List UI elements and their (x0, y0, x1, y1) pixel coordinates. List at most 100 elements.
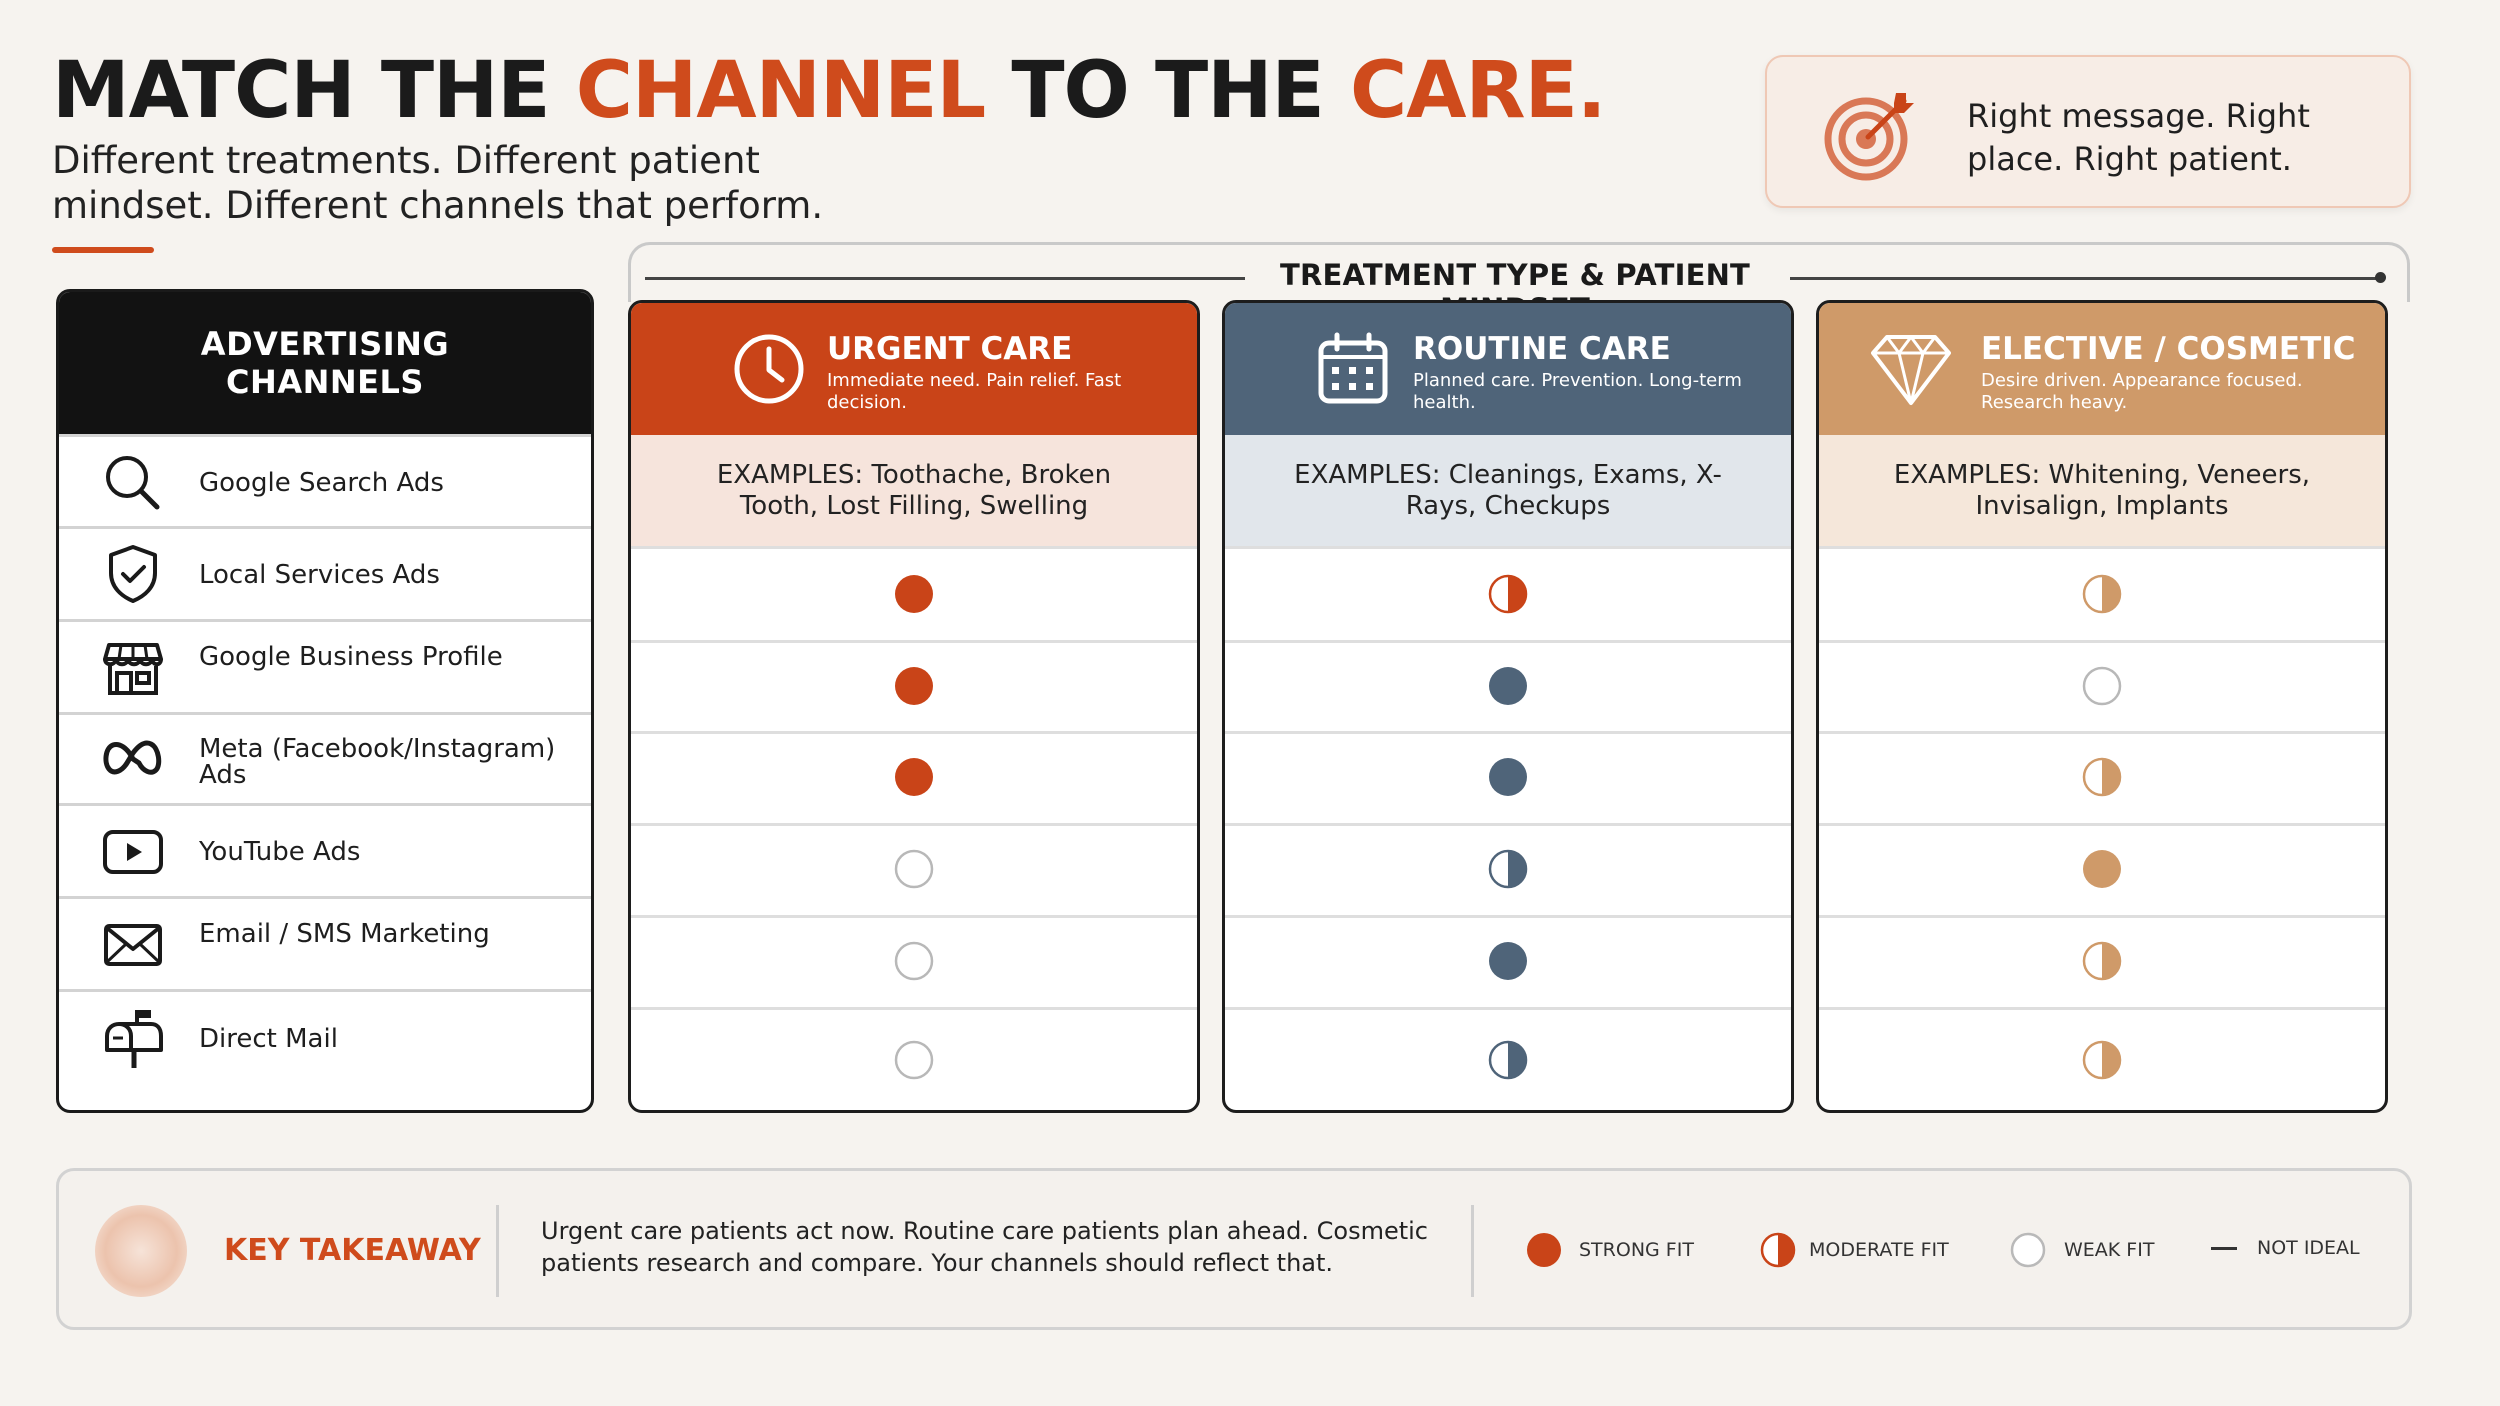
meta-infinity-icon (103, 740, 162, 775)
row-divider (1819, 823, 2385, 826)
row-divider (1225, 731, 1791, 734)
rating-moderate-3 (1488, 849, 1528, 889)
row-divider (1225, 915, 1791, 918)
tagline-card: Right message. Right place. Right patien… (1765, 55, 2411, 208)
mindset-line-end (2375, 272, 2386, 283)
channel-row-local-services: Local Services Ads (59, 526, 591, 619)
divider (496, 1205, 499, 1297)
row-divider (631, 731, 1197, 734)
key-takeaway-panel: KEY TAKEAWAY Urgent care patients act no… (56, 1168, 2412, 1330)
rating-strong-2 (895, 758, 933, 796)
rating-weak-1 (2082, 666, 2122, 706)
rating-weak-5 (894, 1040, 934, 1080)
title-part-2: TO THE (985, 46, 1350, 136)
row-divider (1819, 915, 2385, 918)
channel-label: Google Business Profile (199, 642, 503, 672)
column-header: ELECTIVE / COSMETIC Desire driven. Appea… (1819, 303, 2385, 435)
legend-strong-icon (1527, 1233, 1561, 1267)
channel-label: Local Services Ads (199, 560, 440, 590)
page-subtitle: Different treatments. Different patient … (52, 139, 824, 227)
rating-moderate-orange-0 (1488, 574, 1528, 614)
channels-column: ADVERTISING CHANNELS Google Search Ads L… (56, 289, 594, 1113)
legend-weak-icon (2010, 1232, 2046, 1268)
column-description: Desire driven. Appearance focused. Resea… (1981, 370, 2303, 413)
channel-row-google-search: Google Search Ads (59, 434, 591, 526)
rating-strong-3 (2083, 850, 2121, 888)
takeaway-text: Urgent care patients act now. Routine ca… (541, 1217, 1429, 1277)
mailbox-icon (105, 1010, 163, 1068)
column-header: URGENT CARE Immediate need. Pain relief.… (631, 303, 1197, 435)
row-divider (1225, 1007, 1791, 1010)
rating-weak-3 (894, 849, 934, 889)
row-divider (631, 546, 1197, 549)
column-title: URGENT CARE (827, 331, 1073, 367)
row-divider (1225, 640, 1791, 643)
legend-label: NOT IDEAL (2257, 1237, 2360, 1259)
column-examples: EXAMPLES: Toothache, Broken Tooth, Lost … (631, 435, 1197, 546)
rating-strong-1 (895, 667, 933, 705)
tagline-text: Right message. Right place. Right patien… (1967, 97, 2310, 178)
column-title: ELECTIVE / COSMETIC (1981, 331, 2356, 367)
rating-strong-1 (1489, 667, 1527, 705)
channel-label: Google Search Ads (199, 468, 444, 498)
legend-moderate-icon (1760, 1232, 1796, 1268)
channels-heading: ADVERTISING CHANNELS (59, 292, 591, 434)
channel-row-email-sms: Email / SMS Marketing (59, 896, 591, 989)
channel-row-meta: Meta (Facebook/Instagram) Ads (59, 712, 591, 803)
channel-label: Meta (Facebook/Instagram) Ads (199, 734, 556, 790)
title-part-1: MATCH THE (52, 46, 576, 136)
shield-check-icon (109, 545, 157, 603)
rating-moderate-0 (2082, 574, 2122, 614)
rating-moderate-4 (2082, 941, 2122, 981)
title-underline (52, 247, 154, 253)
row-divider (1819, 640, 2385, 643)
row-divider (631, 823, 1197, 826)
diamond-icon (1871, 335, 1951, 405)
column-title: ROUTINE CARE (1413, 331, 1671, 367)
channel-row-direct-mail: Direct Mail (59, 989, 591, 1110)
row-divider (1225, 546, 1791, 549)
row-divider (1225, 823, 1791, 826)
channel-label: YouTube Ads (199, 837, 361, 867)
legend-dash-icon (2211, 1247, 2237, 1250)
rating-moderate-5 (1488, 1040, 1528, 1080)
row-divider (631, 915, 1197, 918)
column-description: Immediate need. Pain relief. Fast decisi… (827, 370, 1122, 413)
takeaway-badge (95, 1205, 187, 1297)
column-examples: EXAMPLES: Whitening, Veneers, Invisalign… (1819, 435, 2385, 546)
column-routine-care: ROUTINE CARE Planned care. Prevention. L… (1222, 300, 1794, 1113)
calendar-icon (1318, 332, 1388, 404)
channel-row-google-business: Google Business Profile (59, 619, 591, 712)
legend-label: STRONG FIT (1579, 1239, 1694, 1261)
row-divider (1819, 546, 2385, 549)
search-icon (106, 456, 160, 510)
legend-label: WEAK FIT (2064, 1239, 2155, 1261)
divider (1471, 1205, 1474, 1297)
row-divider (631, 640, 1197, 643)
channel-label: Direct Mail (199, 1024, 338, 1054)
rating-strong-2 (1489, 758, 1527, 796)
rating-strong-0 (895, 575, 933, 613)
envelope-icon (104, 924, 162, 966)
rating-weak-4 (894, 941, 934, 981)
title-accent-channel: CHANNEL (575, 46, 986, 136)
mindset-line-right (1790, 277, 2380, 280)
row-divider (1819, 731, 2385, 734)
title-accent-care: CARE. (1349, 46, 1607, 136)
rating-moderate-2 (2082, 757, 2122, 797)
mindset-line-left (645, 277, 1250, 280)
target-icon (1824, 93, 1914, 181)
legend-label: MODERATE FIT (1809, 1239, 1949, 1261)
column-examples: EXAMPLES: Cleanings, Exams, X-Rays, Chec… (1225, 435, 1791, 546)
column-description: Planned care. Prevention. Long-term heal… (1413, 370, 1742, 413)
clock-icon (734, 334, 804, 404)
play-icon (103, 830, 163, 874)
page-title: MATCH THE CHANNEL TO THE CARE. (52, 46, 1607, 136)
row-divider (1819, 1007, 2385, 1010)
mindset-bracket (628, 242, 2410, 302)
column-header: ROUTINE CARE Planned care. Prevention. L… (1225, 303, 1791, 435)
takeaway-label: KEY TAKEAWAY (224, 1233, 481, 1268)
rating-moderate-5 (2082, 1040, 2122, 1080)
column-urgent-care: URGENT CARE Immediate need. Pain relief.… (628, 300, 1200, 1113)
channels-heading-text: ADVERTISING CHANNELS (200, 325, 450, 401)
